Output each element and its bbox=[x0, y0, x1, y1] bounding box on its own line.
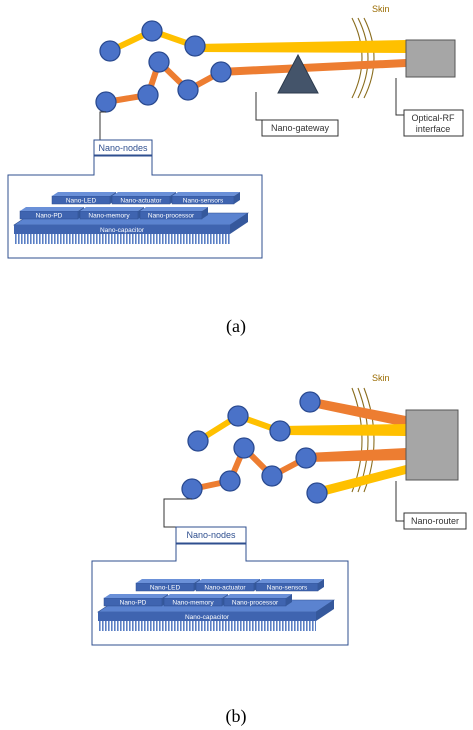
interface-label-line1: Optical-RF bbox=[411, 113, 455, 123]
nano-node-group bbox=[181, 391, 328, 504]
nano-node bbox=[99, 40, 121, 62]
chip-block-label: Nano-LED bbox=[66, 198, 97, 205]
chip-block-label: Nano-actuator bbox=[204, 585, 246, 592]
chip-block-label: Nano-memory bbox=[88, 213, 130, 220]
interface-label-box bbox=[403, 109, 464, 137]
nano-nodes-label-box bbox=[93, 139, 153, 156]
chip-block-label: Nano-memory bbox=[172, 600, 214, 607]
nano-node bbox=[184, 35, 206, 57]
panel-b: Skin bbox=[91, 373, 467, 727]
nano-node bbox=[233, 437, 255, 459]
chip-block-label: Nano-PD bbox=[120, 600, 147, 607]
optical-rf-interface-box bbox=[405, 39, 456, 78]
chip-block-label: Nano-sensors bbox=[267, 585, 308, 592]
chip-row-2: Nano-PD Nano-memory Nano-processor bbox=[19, 207, 208, 220]
nano-node-chip: Nano-capacitor Nano-PD Nano-memory Nano-… bbox=[97, 579, 335, 631]
nano-node bbox=[295, 447, 317, 469]
nano-node bbox=[141, 20, 163, 42]
chip-row-1: Nano-LED Nano-actuator Nano-sensors bbox=[135, 579, 324, 592]
nano-router-label: Nano-router bbox=[411, 516, 459, 526]
nano-node bbox=[299, 391, 321, 413]
nano-node-group bbox=[95, 20, 232, 113]
nano-node-chip: Nano-capacitor Nano-PD Nano-memory Nano-… bbox=[13, 192, 249, 244]
nano-nodes-label: Nano-nodes bbox=[186, 530, 236, 540]
router-link-beams bbox=[280, 397, 406, 497]
chip-block-label: Nano-sensors bbox=[183, 198, 224, 205]
nano-node bbox=[269, 420, 291, 442]
nano-gateway-label-box bbox=[261, 119, 339, 137]
chip-row-1: Nano-LED Nano-actuator Nano-sensors bbox=[51, 192, 240, 205]
nano-router-label-box bbox=[403, 512, 467, 530]
nano-gateway-triangle bbox=[277, 53, 319, 94]
skin-label: Skin bbox=[372, 373, 390, 383]
nano-gateway-label: Nano-gateway bbox=[271, 123, 330, 133]
chip-block-label: Nano-actuator bbox=[120, 198, 162, 205]
chip-block-label: Nano-PD bbox=[36, 213, 63, 220]
nano-node bbox=[148, 51, 170, 73]
interface-label-line2: interface bbox=[416, 124, 451, 134]
nano-node bbox=[219, 470, 241, 492]
nano-node bbox=[95, 91, 117, 113]
caption-b: (b) bbox=[226, 706, 247, 727]
nano-node bbox=[227, 405, 249, 427]
callout-lines bbox=[163, 481, 404, 528]
panel-a: Skin bbox=[7, 4, 464, 337]
chip-comb-pins bbox=[14, 234, 230, 244]
chip-comb-pins bbox=[98, 621, 316, 631]
nano-nodes-label-box bbox=[175, 526, 247, 544]
caption-a: (a) bbox=[226, 316, 246, 337]
chip-row-2: Nano-PD Nano-memory Nano-processor bbox=[103, 594, 292, 607]
nano-node bbox=[177, 79, 199, 101]
nano-node bbox=[181, 478, 203, 500]
chip-base-label: Nano-capacitor bbox=[185, 614, 230, 621]
chip-base-label: Nano-capacitor bbox=[100, 227, 145, 234]
chip-block-label: Nano-LED bbox=[150, 585, 181, 592]
nano-node bbox=[137, 84, 159, 106]
yellow-link-beam bbox=[195, 40, 406, 53]
skin-layer bbox=[351, 17, 375, 99]
nano-node bbox=[210, 61, 232, 83]
nano-node bbox=[187, 430, 209, 452]
nano-node bbox=[306, 482, 328, 504]
nano-node bbox=[261, 465, 283, 487]
orange-link-beam bbox=[220, 59, 406, 76]
chip-block-label: Nano-processor bbox=[232, 600, 279, 607]
chip-block-label: Nano-processor bbox=[148, 213, 195, 220]
skin-label: Skin bbox=[372, 4, 390, 14]
nano-router-box bbox=[405, 409, 459, 481]
nano-nodes-label: Nano-nodes bbox=[98, 143, 148, 153]
